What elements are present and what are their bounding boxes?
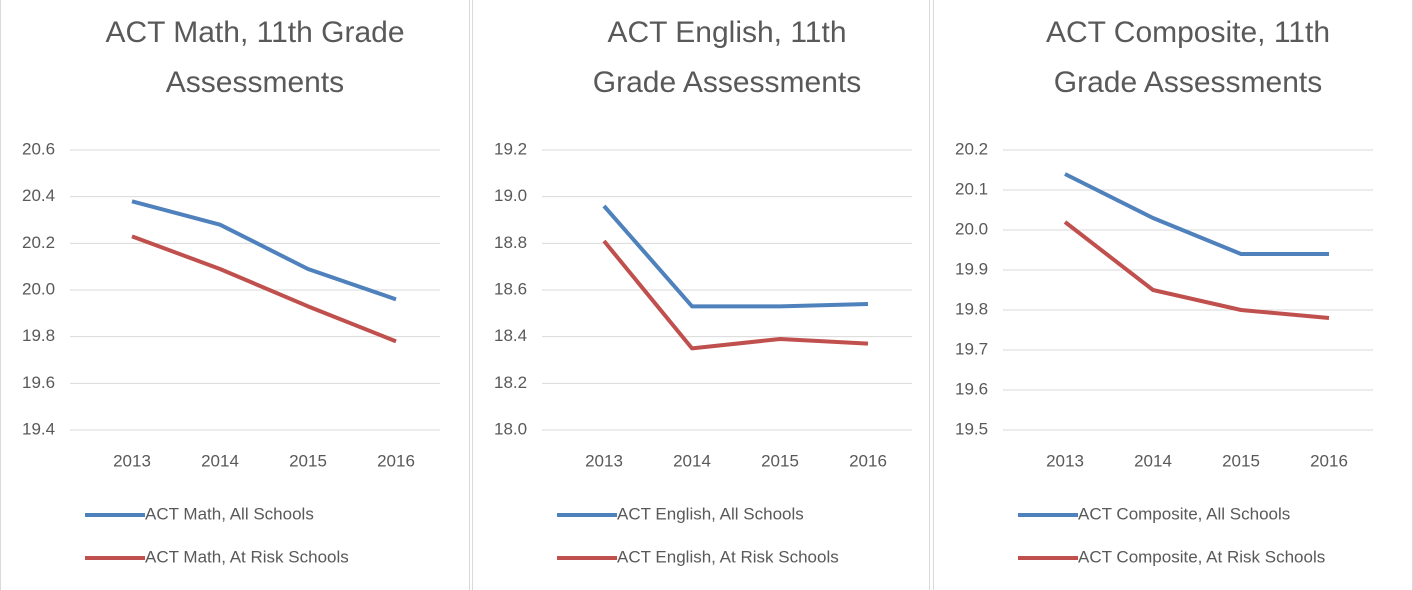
line	[131, 234, 397, 344]
y-tick-label: 19.9	[955, 259, 988, 278]
line	[602, 239, 869, 351]
legend-label: ACT English, All Schools	[617, 504, 804, 523]
y-tick-label: 20.2	[22, 233, 55, 252]
y-tick-label: 19.6	[22, 373, 55, 392]
y-tick-label: 19.2	[494, 139, 527, 158]
legend-label: ACT Math, All Schools	[145, 504, 314, 523]
panel-border	[0, 0, 470, 590]
y-tick-label: 20.2	[955, 139, 988, 158]
legend-label: ACT Math, At Risk Schools	[145, 547, 349, 566]
chart-title: ACT English, 11th Grade Assessments	[592, 16, 862, 99]
x-tick-label: 2016	[1310, 451, 1348, 470]
y-tick-label: 18.0	[494, 419, 527, 438]
y-tick-label: 18.6	[494, 279, 527, 298]
x-tick-label: 2013	[1046, 451, 1084, 470]
chart-title: ACT Composite, 11th Grade Assessments	[1045, 16, 1331, 99]
line	[602, 204, 869, 309]
x-tick-label: 2015	[289, 451, 327, 470]
y-tick-label: 19.0	[494, 186, 527, 205]
y-tick-label: 20.4	[22, 186, 55, 205]
legend-label: ACT Composite, At Risk Schools	[1078, 547, 1325, 566]
x-tick-label: 2013	[113, 451, 151, 470]
y-tick-label: 19.8	[22, 326, 55, 345]
y-tick-label: 19.7	[955, 339, 988, 358]
legend-label: ACT English, At Risk Schools	[617, 547, 839, 566]
y-tick-label: 20.0	[955, 219, 988, 238]
y-tick-label: 19.6	[955, 379, 988, 398]
y-tick-label: 18.2	[494, 373, 527, 392]
y-tick-label: 20.6	[22, 139, 55, 158]
chart-title: ACT Math, 11th Grade Assessments	[105, 16, 405, 99]
x-tick-label: 2014	[1134, 451, 1172, 470]
x-tick-label: 2016	[377, 451, 415, 470]
y-tick-label: 20.1	[955, 179, 988, 198]
line	[1063, 220, 1330, 320]
y-tick-label: 19.5	[955, 419, 988, 438]
x-tick-label: 2015	[1222, 451, 1260, 470]
x-tick-label: 2015	[761, 451, 799, 470]
y-tick-label: 19.4	[22, 419, 55, 438]
line	[1064, 172, 1329, 256]
line	[131, 199, 397, 302]
panel-border	[472, 0, 930, 590]
x-tick-label: 2014	[673, 451, 711, 470]
x-tick-label: 2016	[849, 451, 887, 470]
x-tick-label: 2014	[201, 451, 239, 470]
y-tick-label: 18.4	[494, 326, 527, 345]
y-tick-label: 19.8	[955, 299, 988, 318]
legend-label: ACT Composite, All Schools	[1078, 504, 1290, 523]
y-tick-label: 18.8	[494, 233, 527, 252]
x-tick-label: 2013	[585, 451, 623, 470]
y-tick-label: 20.0	[22, 279, 55, 298]
